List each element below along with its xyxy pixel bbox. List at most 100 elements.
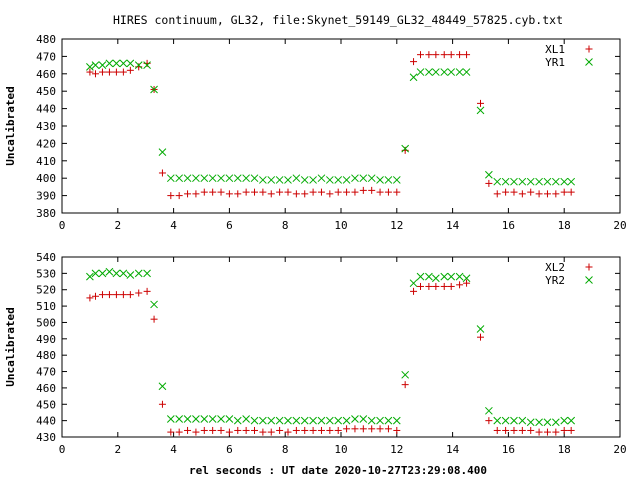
data-point	[417, 51, 425, 59]
data-point	[351, 425, 359, 433]
data-point	[250, 174, 259, 183]
data-point	[275, 176, 284, 184]
x-tick-label: 16	[502, 443, 515, 456]
data-point	[251, 426, 259, 434]
data-point	[334, 188, 342, 196]
data-point	[518, 190, 526, 198]
data-point	[209, 188, 217, 196]
data-point	[462, 274, 471, 283]
data-point	[527, 426, 535, 434]
legend-marker-xl1	[585, 45, 593, 53]
data-point	[119, 59, 128, 68]
data-point	[217, 188, 225, 196]
data-point	[292, 416, 301, 425]
data-point	[325, 176, 334, 184]
data-point	[493, 177, 502, 186]
y-tick-label: 450	[36, 398, 56, 411]
data-point	[527, 188, 535, 196]
data-point	[401, 144, 410, 153]
data-point	[560, 188, 568, 196]
data-point	[485, 179, 493, 187]
data-point	[552, 428, 560, 436]
y-tick-label: 450	[36, 85, 56, 98]
legend-label-yr1: YR1	[545, 56, 565, 69]
data-point	[150, 300, 158, 309]
data-point	[368, 186, 376, 194]
data-point	[112, 269, 121, 278]
data-point	[501, 177, 510, 186]
data-point	[200, 426, 208, 434]
data-point	[126, 59, 135, 68]
data-point	[183, 174, 192, 183]
x-tick-label: 4	[170, 219, 177, 232]
data-point	[425, 272, 433, 281]
data-point	[401, 370, 410, 379]
data-point	[98, 68, 106, 76]
data-point	[376, 416, 384, 425]
data-point	[325, 416, 334, 425]
data-point	[259, 176, 267, 184]
data-point	[456, 281, 464, 289]
data-point	[476, 325, 485, 333]
data-point	[242, 188, 250, 196]
data-point	[401, 146, 409, 154]
series-yr1	[86, 59, 576, 186]
x-tick-label: 6	[226, 219, 233, 232]
data-point	[119, 291, 127, 299]
data-point	[284, 428, 292, 436]
data-point	[432, 282, 440, 290]
data-point	[208, 415, 217, 423]
data-point	[447, 282, 455, 290]
data-point	[150, 85, 158, 94]
data-point	[192, 190, 200, 198]
y-axis-label: Uncalibrated	[4, 86, 17, 165]
data-point	[167, 192, 175, 200]
data-point	[526, 177, 535, 186]
y-tick-label: 380	[36, 207, 56, 220]
data-point	[417, 282, 425, 290]
data-point	[376, 425, 384, 433]
x-tick-label: 0	[59, 443, 66, 456]
x-tick-label: 14	[446, 219, 460, 232]
legend-marker-yr2	[585, 276, 593, 284]
data-point	[359, 174, 368, 183]
data-point	[309, 416, 317, 425]
data-point	[267, 428, 275, 436]
data-point	[217, 174, 225, 183]
data-point	[485, 406, 493, 415]
data-point	[200, 415, 209, 423]
data-point	[300, 416, 309, 425]
y-tick-label: 430	[36, 431, 56, 444]
data-point	[300, 176, 309, 184]
data-point	[292, 426, 300, 434]
data-point	[183, 415, 192, 423]
data-point	[301, 190, 309, 198]
data-point	[105, 68, 113, 76]
y-tick-label: 400	[36, 172, 56, 185]
data-point	[447, 51, 455, 59]
data-point	[126, 271, 135, 279]
data-point	[184, 426, 192, 434]
y-tick-label: 480	[36, 33, 56, 46]
data-point	[276, 426, 284, 434]
data-point	[455, 272, 464, 281]
data-point	[368, 425, 376, 433]
data-point	[242, 174, 250, 183]
data-point	[167, 428, 175, 436]
chart-title: HIRES continuum, GL32, file:Skynet_59149…	[113, 13, 563, 27]
data-point	[267, 190, 275, 198]
data-point	[105, 267, 114, 276]
legend-marker-xl2	[585, 263, 593, 271]
x-tick-label: 12	[390, 219, 403, 232]
data-point	[477, 99, 484, 107]
x-tick-label: 10	[334, 219, 347, 232]
y-tick-label: 500	[36, 316, 56, 329]
data-point	[192, 415, 200, 423]
data-point	[535, 418, 543, 427]
data-point	[384, 176, 393, 184]
data-point	[309, 176, 317, 184]
data-point	[425, 51, 433, 59]
data-point	[217, 426, 225, 434]
data-point	[292, 190, 300, 198]
x-tick-label: 12	[390, 443, 403, 456]
